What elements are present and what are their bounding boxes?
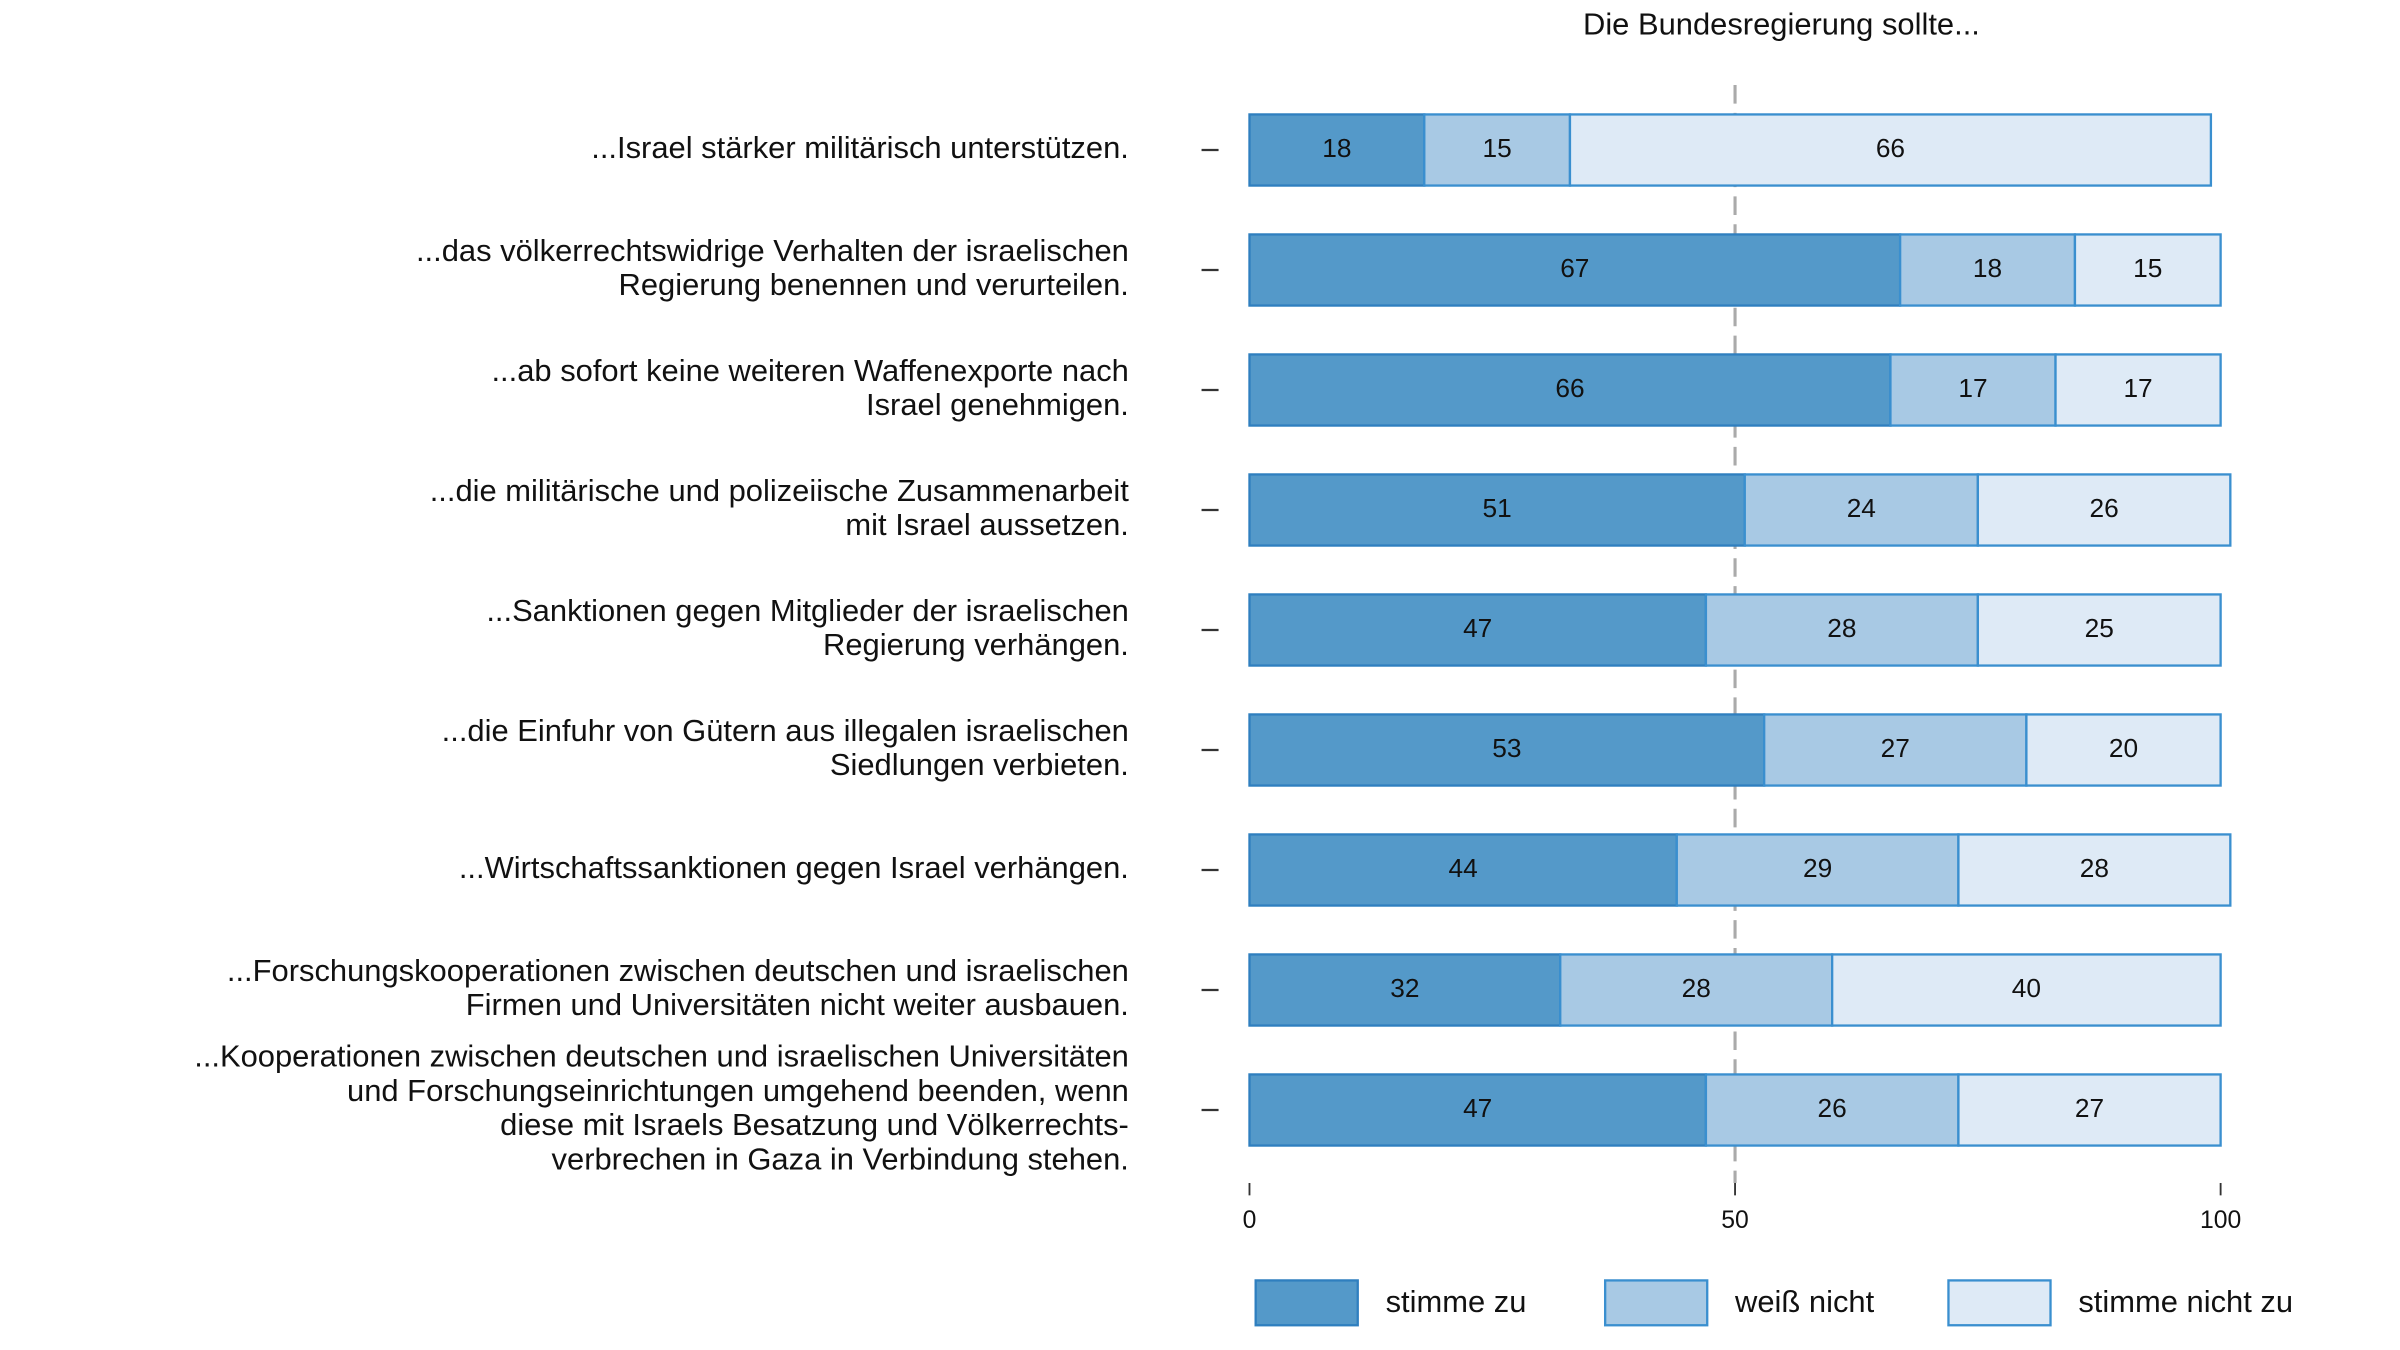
value-label: 28 bbox=[1682, 973, 1711, 1003]
value-label: 29 bbox=[1803, 853, 1832, 883]
bar-segment bbox=[2073, 233, 2222, 307]
value-label: 24 bbox=[1847, 493, 1876, 523]
category-label: ...Forschungskooperationen zwischen deut… bbox=[227, 953, 1129, 1022]
bar-segment bbox=[1957, 1073, 2222, 1147]
bar-segment bbox=[1248, 953, 1562, 1027]
value-label: 15 bbox=[1483, 133, 1512, 163]
value-label: 17 bbox=[1958, 373, 1987, 403]
value-label: 32 bbox=[1390, 973, 1419, 1003]
legend-label: stimme zu bbox=[1386, 1284, 1527, 1319]
legend-label: stimme nicht zu bbox=[2078, 1284, 2293, 1319]
legend-swatch bbox=[1947, 1279, 2052, 1327]
bar-segment bbox=[1898, 233, 2077, 307]
value-label: 15 bbox=[2133, 253, 2162, 283]
bar-segment bbox=[1559, 953, 1834, 1027]
bar-segment bbox=[1704, 1073, 1960, 1147]
category-label: ...Kooperationen zwischen deutschen und … bbox=[194, 1039, 1129, 1177]
value-label: 66 bbox=[1555, 373, 1584, 403]
x-tick-label: 50 bbox=[1721, 1207, 1749, 1234]
value-label: 25 bbox=[2085, 613, 2114, 643]
value-label: 28 bbox=[1827, 613, 1856, 643]
value-label: 28 bbox=[2080, 853, 2109, 883]
legend-label: weiß nicht bbox=[1734, 1284, 1875, 1319]
value-label: 18 bbox=[1973, 253, 2002, 283]
bar-segment bbox=[1248, 713, 1766, 787]
x-tick-label: 100 bbox=[2200, 1207, 2241, 1234]
category-label: ...die Einfuhr von Gütern aus illegalen … bbox=[442, 713, 1129, 782]
value-label: 53 bbox=[1492, 733, 1521, 763]
bar-segment bbox=[1763, 713, 2028, 787]
bar-segment bbox=[1889, 353, 2057, 427]
chart-title: Die Bundesregierung sollte... bbox=[1583, 6, 1980, 41]
category-label: ...ab sofort keine weiteren Waffenexport… bbox=[491, 353, 1128, 422]
bar-segment bbox=[1831, 953, 2222, 1027]
value-label: 47 bbox=[1463, 1093, 1492, 1123]
bar-segment bbox=[1568, 113, 2213, 187]
category-label: ...das völkerrechtswidrige Verhalten der… bbox=[416, 233, 1129, 302]
category-label: ...Sanktionen gegen Mitglieder der israe… bbox=[486, 593, 1129, 662]
value-label: 20 bbox=[2109, 733, 2138, 763]
value-label: 18 bbox=[1322, 133, 1351, 163]
bar-segment bbox=[1957, 833, 2232, 907]
value-label: 27 bbox=[1881, 733, 1910, 763]
value-label: 44 bbox=[1449, 853, 1478, 883]
bar-segment bbox=[1248, 1073, 1708, 1147]
legend-swatch bbox=[1603, 1279, 1709, 1327]
bar-segment bbox=[1743, 473, 1979, 547]
bar-segment bbox=[1248, 473, 1746, 547]
value-label: 67 bbox=[1560, 253, 1589, 283]
bar-segment bbox=[1675, 833, 1960, 907]
value-label: 17 bbox=[2123, 373, 2152, 403]
bar-segment bbox=[1423, 113, 1572, 187]
value-label: 26 bbox=[1818, 1093, 1847, 1123]
value-label: 27 bbox=[2075, 1093, 2104, 1123]
x-tick-label: 0 bbox=[1243, 1207, 1257, 1234]
legend-swatch bbox=[1254, 1279, 1359, 1327]
bar-segment bbox=[2025, 713, 2222, 787]
category-label: ...Wirtschaftssanktionen gegen Israel ve… bbox=[459, 850, 1129, 885]
bar-segment bbox=[2054, 353, 2222, 427]
category-label: ...die militärische und polizeiische Zus… bbox=[430, 473, 1130, 542]
value-label: 47 bbox=[1463, 613, 1492, 643]
value-label: 40 bbox=[2012, 973, 2041, 1003]
bar-segment bbox=[1248, 593, 1708, 667]
value-label: 66 bbox=[1876, 133, 1905, 163]
bar-segment bbox=[1248, 113, 1426, 187]
bar-segment bbox=[1976, 593, 2222, 667]
value-label: 51 bbox=[1483, 493, 1512, 523]
bar-segment bbox=[1248, 353, 1892, 427]
bar-segment bbox=[1976, 473, 2232, 547]
value-label: 26 bbox=[2089, 493, 2118, 523]
category-label: ...Israel stärker militärisch unterstütz… bbox=[591, 130, 1129, 165]
